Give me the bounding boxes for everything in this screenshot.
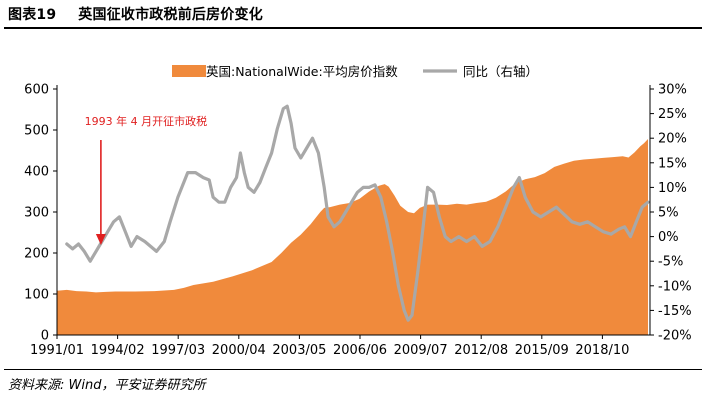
legend-swatch-area — [172, 65, 206, 77]
y-right-tick-label: 30% — [658, 83, 687, 98]
y-right-tick-label: 5% — [658, 206, 679, 221]
y-right-tick-label: -15% — [658, 304, 692, 319]
y-left-tick-label: 300 — [24, 206, 49, 221]
chart: 0 100 200 300 400 500 600 -20% -15% -10% -5% 0% 5% 10… — [24, 64, 691, 359]
series-line-yoy — [65, 104, 650, 322]
y-left-tick-label: 600 — [24, 83, 49, 98]
y-left-tick-label: 100 — [24, 288, 49, 303]
x-tick-label: 2009/07 — [394, 343, 448, 358]
legend-label-area: 英国:NationalWide:平均房价指数 — [206, 64, 398, 79]
top-rule — [4, 27, 702, 29]
series-area-house-price-index — [57, 139, 648, 335]
annotation: 1993 年 4 月开征市政税 — [85, 114, 207, 245]
x-tick-label: 2006/06 — [333, 343, 387, 358]
x-tick-label: 1991/01 — [30, 343, 84, 358]
x-tick-label: 2000/04 — [212, 343, 266, 358]
x-tick-label: 1994/02 — [91, 343, 145, 358]
figure-number: 图表19 — [8, 7, 57, 23]
y-left-tick-label: 0 — [41, 329, 49, 344]
y-right-tick-label: 20% — [658, 132, 687, 147]
annotation-label: 1993 年 4 月开征市政税 — [85, 114, 207, 128]
legend-label-line: 同比（右轴） — [463, 64, 538, 79]
y-right-tick-label: 15% — [658, 156, 687, 171]
y-right-tick-label: -20% — [658, 329, 692, 344]
y-left-tick-label: 500 — [24, 124, 49, 139]
x-tick-label: 2003/05 — [272, 343, 326, 358]
y-left-tick-label: 400 — [24, 165, 49, 180]
figure-title-text: 英国征收市政税前后房价变化 — [78, 7, 263, 23]
x-tick-label: 2012/08 — [454, 343, 508, 358]
area-layer — [57, 139, 648, 335]
y-right-tick-label: -5% — [658, 255, 683, 270]
y-right-tick-label: -10% — [658, 279, 692, 294]
bottom-rule — [4, 369, 702, 370]
y-right-tick-label: 25% — [658, 107, 687, 122]
y-right-tick-label: 10% — [658, 181, 687, 196]
x-tick-label: 1997/03 — [151, 343, 205, 358]
x-tick-label: 2018/10 — [575, 343, 629, 358]
axes-layer: 0 100 200 300 400 500 600 -20% -15% -10% -5% 0% 5% 10… — [24, 83, 691, 359]
y-right-tick-label: 0% — [658, 230, 679, 245]
line-layer — [65, 104, 650, 322]
figure-title: 图表19 英国征收市政税前后房价变化 — [8, 4, 263, 24]
annotation-arrow-head — [95, 234, 106, 245]
legend: 英国:NationalWide:平均房价指数 同比（右轴） — [172, 64, 538, 79]
figure-source: 资料来源: Wind，平安证券研究所 — [8, 378, 206, 393]
x-tick-label: 2015/09 — [515, 343, 569, 358]
y-left-tick-label: 200 — [24, 247, 49, 262]
